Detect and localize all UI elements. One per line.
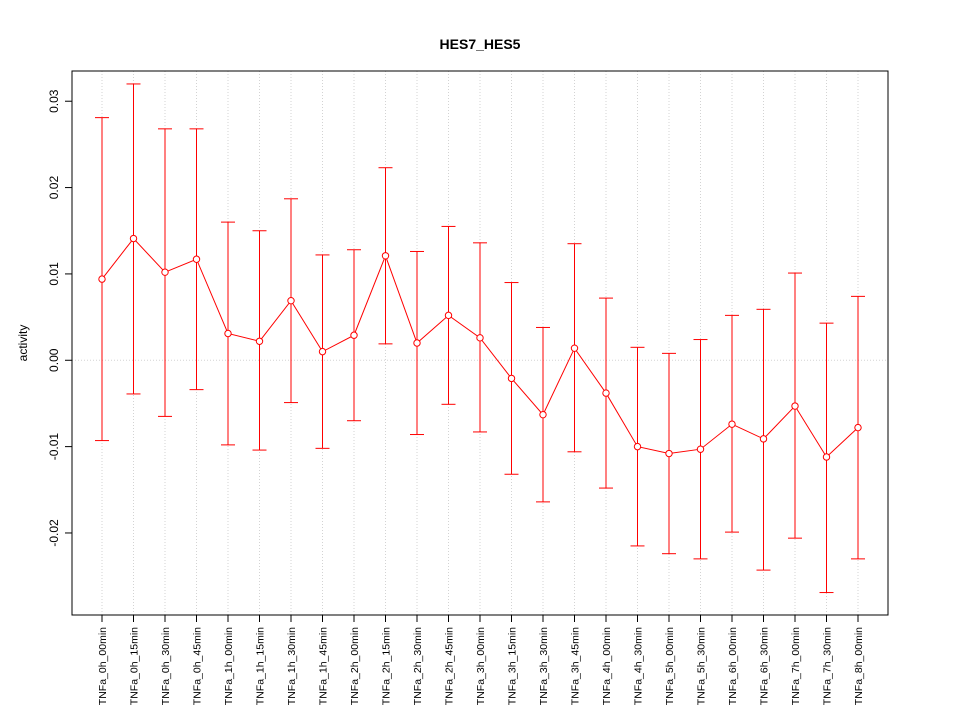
y-tick-label: 0.00 [47,348,61,372]
data-point [161,268,169,276]
y-tick-label: 0.01 [47,262,61,286]
data-point [696,445,705,453]
data-point [224,329,232,338]
x-tick-label: TNFa_3h_45min [570,627,582,705]
x-tick-label: TNFa_1h_30min [286,627,298,705]
x-tick-label: TNFa_2h_30min [412,627,424,705]
x-tick-label: TNFa_5h_30min [696,627,708,705]
y-tick-label: -0.01 [47,433,61,461]
data-point [318,347,327,356]
x-tick-label: TNFa_0h_00min [97,627,109,705]
data-point [602,389,610,397]
data-point [633,442,642,451]
x-tick-label: TNFa_2h_15min [381,627,393,705]
x-tick-label: TNFa_7h_00min [790,627,802,705]
data-point [287,296,295,305]
data-point [444,311,453,320]
x-tick-label: TNFa_6h_00min [727,627,739,705]
data-point [539,410,547,419]
x-tick-label: TNFa_3h_00min [475,627,487,705]
x-tick-label: TNFa_6h_30min [759,627,771,705]
y-axis-label: activity [16,325,30,362]
x-tick-label: TNFa_1h_15min [255,627,267,705]
data-point [129,234,138,243]
y-axis: -0.02 -0.01 0.00 0.01 0.02 0.03 [47,89,73,547]
x-tick-label: TNFa_2h_45min [444,627,456,705]
y-tick-label: 0.03 [47,89,61,113]
data-point [255,337,264,345]
x-tick-label: TNFa_5h_00min [664,627,676,705]
x-tick-label: TNFa_3h_15min [507,627,519,705]
x-tick-label: TNFa_0h_15min [129,627,141,705]
data-point [507,374,516,383]
data-point [413,339,421,347]
x-tick-label: TNFa_0h_45min [192,627,204,705]
data-point [759,435,768,443]
data-point [728,420,736,428]
data-point [822,453,831,461]
data-point [791,402,799,410]
data-point [570,344,579,352]
x-tick-label: TNFa_0h_30min [160,627,172,705]
x-tick-label: TNFa_1h_00min [223,627,235,705]
y-tick-label: -0.02 [47,519,61,547]
data-points [98,234,862,461]
data-point [98,275,106,283]
x-tick-label: TNFa_3h_30min [538,627,550,705]
x-tick-label: TNFa_2h_00min [349,627,361,705]
data-point [192,255,201,263]
x-tick-label: TNFa_4h_30min [633,627,645,705]
x-tick-label: TNFa_1h_45min [318,627,330,705]
plot-frame [71,70,889,616]
data-point [381,252,390,260]
data-point [350,331,358,339]
y-tick-label: 0.02 [47,176,61,200]
x-tick-label: TNFa_7h_30min [822,627,834,705]
chart-title: HES7_HES5 [440,36,521,52]
data-point [665,449,673,458]
x-axis: TNFa_0h_00min TNFa_0h_15min TNFa_0h_30min T… [97,614,865,705]
x-tick-label: TNFa_8h_00min [853,627,865,705]
data-point [854,423,862,432]
x-tick-label: TNFa_4h_00min [601,627,613,705]
data-point [476,334,484,342]
